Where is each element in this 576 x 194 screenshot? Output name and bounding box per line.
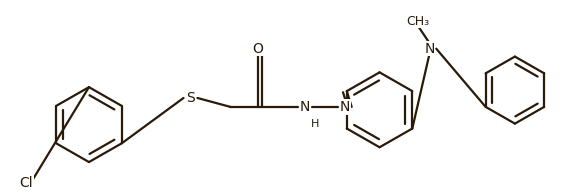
Text: CH₃: CH₃ bbox=[406, 15, 429, 28]
Text: S: S bbox=[186, 91, 195, 105]
Text: O: O bbox=[253, 42, 264, 56]
Text: N: N bbox=[339, 100, 350, 114]
Text: N: N bbox=[300, 100, 310, 114]
Text: Cl: Cl bbox=[20, 176, 33, 190]
Text: N: N bbox=[424, 42, 434, 56]
Text: H: H bbox=[311, 119, 319, 129]
